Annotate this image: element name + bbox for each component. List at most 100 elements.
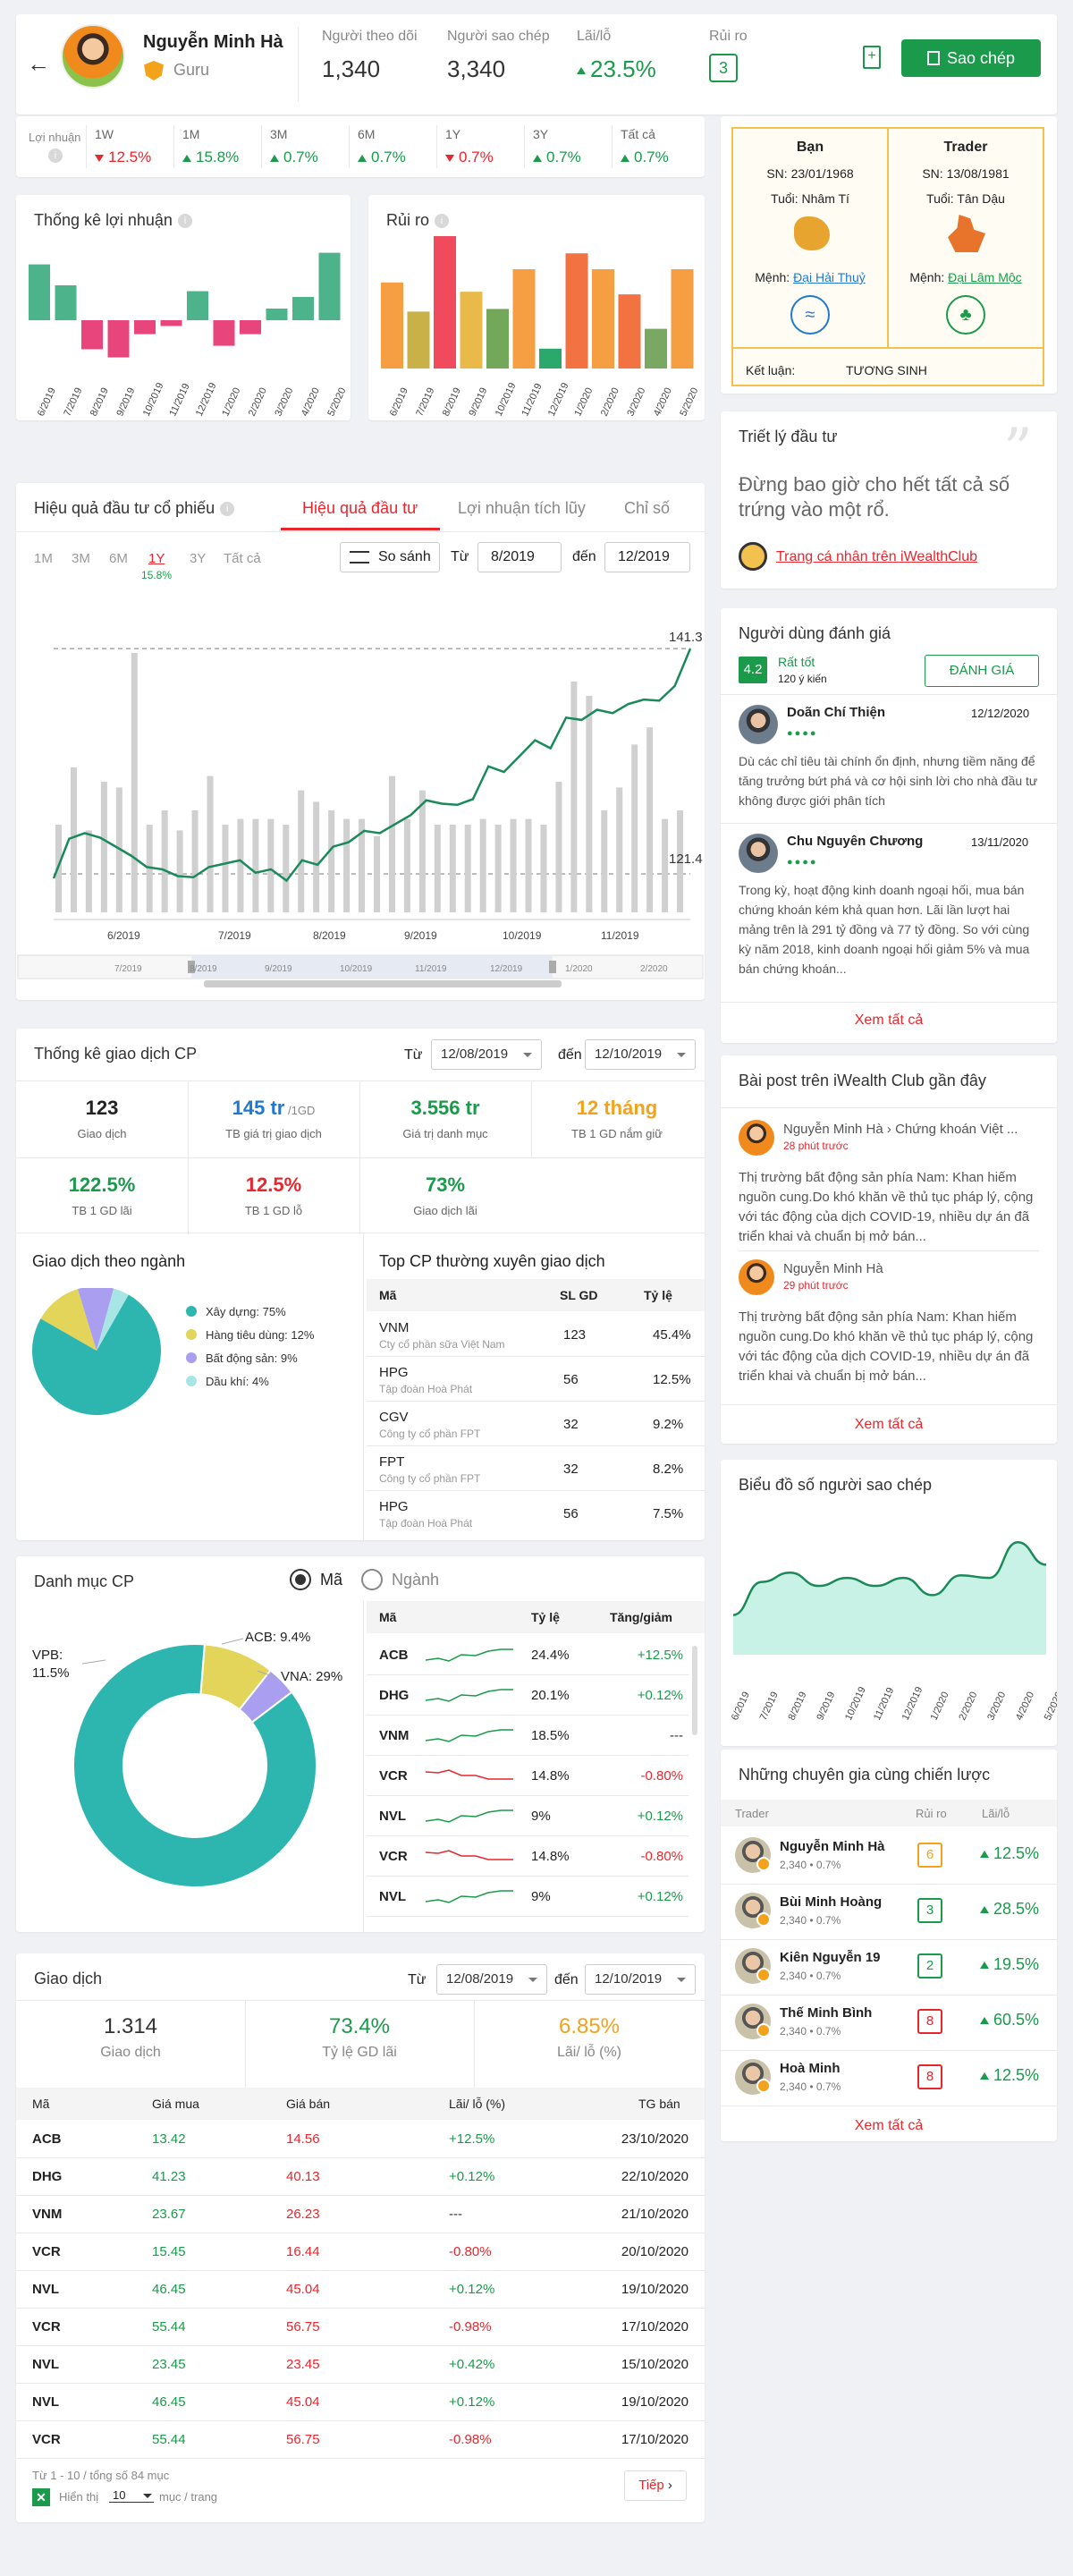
tr-to-select[interactable]: 12/10/2019: [585, 1964, 696, 1995]
navigator-handle-right: [549, 961, 556, 973]
volume-bar: [252, 818, 259, 912]
period-label[interactable]: 6M: [358, 127, 376, 141]
back-arrow-icon[interactable]: ←: [27, 50, 50, 77]
pf-code[interactable]: VCR: [379, 1768, 408, 1784]
range-button-1M[interactable]: 1M: [34, 551, 53, 566]
risk-bar: [592, 269, 614, 369]
trade-code[interactable]: VNM: [32, 2207, 63, 2222]
top-code[interactable]: CGV: [379, 1410, 409, 1425]
x-tick-label: 9/2019: [114, 386, 137, 419]
page-size-select[interactable]: 10: [109, 2488, 154, 2503]
trade-code[interactable]: VCR: [32, 2319, 61, 2334]
trade-code[interactable]: DHG: [32, 2169, 63, 2184]
top-code[interactable]: HPG: [379, 1365, 409, 1380]
portfolio-scrollbar[interactable]: [692, 1646, 697, 1735]
trade-pl: +0.12%: [449, 2282, 495, 2297]
x-tick-label: 5/2020: [1043, 1690, 1057, 1723]
post-text[interactable]: Thị trường bất động sản phía Nam: Khan h…: [739, 1170, 1034, 1244]
x-tick-label: 12/2019: [546, 381, 571, 418]
posts-see-all-link[interactable]: Xem tất cả: [854, 1417, 924, 1432]
pf-code[interactable]: VNM: [379, 1728, 410, 1743]
range-button-3M[interactable]: 3M: [72, 551, 90, 566]
top-value-label: 141.3: [669, 630, 703, 645]
pf-change: -0.80%: [640, 1849, 683, 1864]
post-author-name[interactable]: Nguyễn Minh Hà: [783, 1261, 883, 1276]
navigator-scrollbar: [204, 980, 562, 987]
expert-name[interactable]: Bùi Minh Hoàng: [780, 1894, 883, 1910]
perf-from-input[interactable]: 8/2019: [477, 542, 562, 572]
tr-from-select[interactable]: 12/08/2019: [436, 1964, 547, 1995]
expert-name[interactable]: Thế Minh Bình: [780, 2005, 873, 2021]
experts-see-all-link[interactable]: Xem tất cả: [854, 2118, 924, 2133]
info-icon[interactable]: i: [435, 214, 450, 229]
top-code[interactable]: HPG: [379, 1499, 409, 1514]
range-button-3Y[interactable]: 3Y: [190, 551, 207, 566]
tab-chi-so[interactable]: Chỉ số: [624, 499, 671, 517]
iwealthclub-profile-link[interactable]: Trang cá nhân trên iWealthClub: [776, 549, 978, 564]
info-icon[interactable]: i: [220, 502, 235, 517]
profit-chart-card: Thống kê lợi nhuận i 6/2019 7/2019 8/2019 9/…: [16, 195, 351, 420]
period-value-text: 0.7%: [283, 148, 318, 165]
period-label[interactable]: 1Y: [445, 127, 461, 141]
tab-loi-nhuan-tich-luy[interactable]: Lợi nhuận tích lũy: [458, 499, 586, 517]
pf-code[interactable]: ACB: [379, 1648, 409, 1663]
info-icon[interactable]: i: [177, 214, 192, 229]
top-code[interactable]: FPT: [379, 1454, 405, 1470]
period-label[interactable]: 1M: [182, 127, 200, 141]
pf-code[interactable]: NVL: [379, 1809, 406, 1824]
trade-code[interactable]: VCR: [32, 2432, 61, 2447]
ts-to-select[interactable]: 12/10/2019: [585, 1039, 696, 1070]
copy-button[interactable]: Sao chép: [901, 39, 1041, 77]
top-head-count: SL GD: [560, 1288, 598, 1302]
pf-code[interactable]: VCR: [379, 1849, 408, 1864]
periods-label: Lợi nhuận: [29, 131, 81, 144]
range-button-1Y[interactable]: 1Y: [148, 551, 165, 566]
bookmark-icon[interactable]: +: [863, 46, 881, 69]
navigator-handle-left: [188, 961, 195, 973]
trade-code[interactable]: NVL: [32, 2357, 59, 2372]
portfolio-title: Danh mục CP: [34, 1572, 135, 1590]
perf-to-input[interactable]: 12/2019: [604, 542, 690, 572]
reviewer-avatar: [739, 834, 778, 873]
ts-from-select[interactable]: 12/08/2019: [431, 1039, 542, 1070]
period-label[interactable]: Tất cả: [621, 127, 655, 141]
x-tick-label: 10/2019: [494, 381, 519, 418]
rate-button[interactable]: ĐÁNH GIÁ: [925, 655, 1039, 687]
top-code[interactable]: VNM: [379, 1320, 410, 1335]
legend-dot: [186, 1352, 197, 1363]
stat-label: Giá trị danh mục: [402, 1127, 488, 1140]
expert-name[interactable]: Hoà Minh: [780, 2061, 841, 2076]
period-value-text: 0.7%: [546, 148, 581, 165]
tab-hieu-qua[interactable]: Hiệu quả đầu tư: [302, 499, 418, 517]
expert-pl: 19.5%: [980, 1955, 1039, 1974]
top-head-ratio: Tỷ lệ: [644, 1288, 672, 1302]
risk-badge: 3: [709, 54, 738, 82]
post-author-name[interactable]: Nguyễn Minh Hà: [783, 1122, 883, 1137]
period-label[interactable]: 1W: [95, 127, 114, 141]
you-menh: Mệnh: Đại Hải Thuỷ: [755, 270, 866, 284]
period-label[interactable]: 3Y: [533, 127, 549, 141]
pf-code[interactable]: NVL: [379, 1889, 406, 1904]
reviews-see-all-link[interactable]: Xem tất cả: [854, 1013, 924, 1028]
post-category[interactable]: Chứng khoán Việt ...: [895, 1122, 1018, 1137]
trade-code[interactable]: VCR: [32, 2244, 61, 2259]
pf-code[interactable]: DHG: [379, 1688, 410, 1703]
post-text[interactable]: Thị trường bất động sản phía Nam: Khan h…: [739, 1309, 1034, 1384]
compare-button[interactable]: So sánh: [340, 542, 440, 572]
trade-code[interactable]: NVL: [32, 2282, 59, 2297]
you-dob: SN: 23/01/1968: [766, 166, 854, 181]
period-label[interactable]: 3M: [270, 127, 288, 141]
expert-badge-icon: [756, 1968, 771, 1982]
trade-code[interactable]: NVL: [32, 2394, 59, 2410]
range-button-6M[interactable]: 6M: [109, 551, 128, 566]
next-page-button[interactable]: Tiếp ›: [624, 2470, 687, 2501]
excel-icon[interactable]: ✕: [32, 2488, 50, 2506]
expert-name[interactable]: Kiên Nguyễn 19: [780, 1950, 881, 1965]
info-icon[interactable]: i: [48, 148, 63, 163]
radio-code[interactable]: [290, 1569, 311, 1590]
x-tick-label: 5/2020: [325, 386, 348, 419]
expert-name[interactable]: Nguyễn Minh Hà: [780, 1839, 885, 1854]
range-button-Tất cả[interactable]: Tất cả: [224, 551, 261, 566]
trade-code[interactable]: ACB: [32, 2131, 62, 2147]
radio-sector[interactable]: [361, 1569, 383, 1590]
